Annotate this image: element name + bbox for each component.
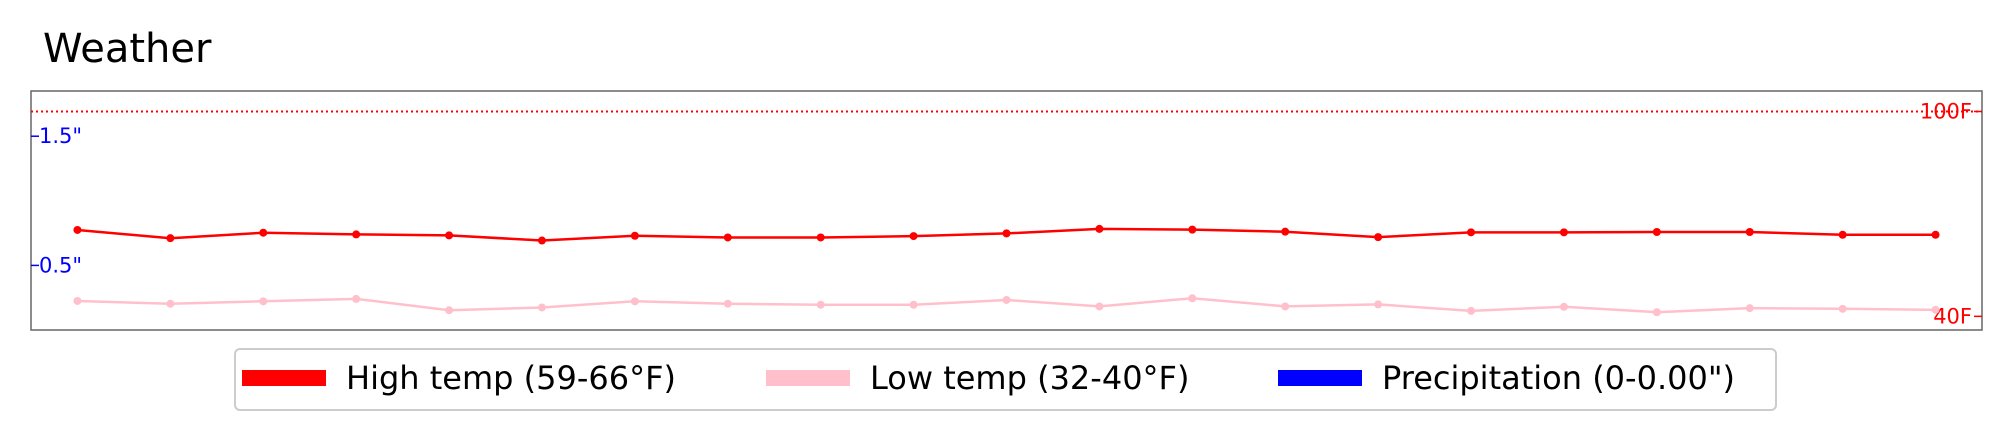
data-point bbox=[816, 300, 825, 309]
data-point bbox=[259, 228, 268, 237]
series-low-temp bbox=[73, 294, 1940, 317]
data-point bbox=[73, 296, 82, 305]
temp-axis-tick-label: 100F bbox=[1920, 99, 1972, 123]
data-point bbox=[1095, 224, 1104, 233]
temp-axis-tick-label: 40F bbox=[1933, 304, 1972, 328]
legend-label-low-temp: Low temp (32-40°F) bbox=[870, 359, 1189, 397]
data-point bbox=[1745, 304, 1754, 313]
data-point bbox=[909, 300, 918, 309]
data-point bbox=[723, 233, 732, 242]
data-point bbox=[1652, 308, 1661, 317]
data-point bbox=[1374, 300, 1383, 309]
data-point bbox=[1838, 230, 1847, 239]
legend-label-high-temp: High temp (59-66°F) bbox=[346, 359, 676, 397]
legend-swatch-low-temp bbox=[766, 370, 850, 386]
legend-swatch-precipitation bbox=[1278, 370, 1362, 386]
data-point bbox=[1374, 233, 1383, 242]
legend-swatch-high-temp bbox=[242, 370, 326, 386]
data-point bbox=[1559, 302, 1568, 311]
legend: High temp (59-66°F) Low temp (32-40°F) P… bbox=[234, 348, 1777, 411]
data-point bbox=[1931, 230, 1940, 239]
data-point bbox=[1745, 228, 1754, 237]
chart-title: Weather bbox=[43, 26, 212, 72]
data-point bbox=[723, 299, 732, 308]
data-point bbox=[352, 294, 361, 303]
data-point bbox=[1652, 228, 1661, 237]
data-point bbox=[630, 297, 639, 306]
data-point bbox=[630, 231, 639, 240]
data-point bbox=[1188, 294, 1197, 303]
data-point bbox=[1467, 306, 1476, 315]
precip-axis-tick-label: 1.5" bbox=[39, 124, 82, 148]
data-point bbox=[537, 303, 546, 312]
data-point bbox=[1931, 305, 1940, 314]
data-point bbox=[1095, 302, 1104, 311]
precip-axis-tick-label: 0.5" bbox=[39, 253, 82, 277]
axis-layer: 40F 100F 0.5" 1.5" bbox=[31, 99, 1982, 328]
data-point bbox=[816, 233, 825, 242]
data-point bbox=[1281, 227, 1290, 236]
data-point bbox=[1002, 295, 1011, 304]
data-point bbox=[1467, 228, 1476, 237]
data-point bbox=[537, 236, 546, 245]
data-point bbox=[445, 231, 454, 240]
legend-label-precipitation: Precipitation (0-0.00") bbox=[1382, 359, 1735, 397]
series-layer bbox=[73, 224, 1940, 317]
data-point bbox=[1559, 228, 1568, 237]
data-point bbox=[73, 225, 82, 234]
data-point bbox=[445, 306, 454, 315]
data-point bbox=[166, 299, 175, 308]
series-high-temp bbox=[73, 224, 1940, 245]
data-point bbox=[1188, 225, 1197, 234]
data-point bbox=[1281, 302, 1290, 311]
data-point bbox=[352, 230, 361, 239]
plot-area bbox=[30, 90, 1983, 331]
data-point bbox=[909, 232, 918, 241]
legend-frame bbox=[234, 348, 1777, 411]
data-point bbox=[1002, 229, 1011, 238]
data-point bbox=[259, 297, 268, 306]
data-point bbox=[166, 234, 175, 243]
data-point bbox=[1838, 304, 1847, 313]
